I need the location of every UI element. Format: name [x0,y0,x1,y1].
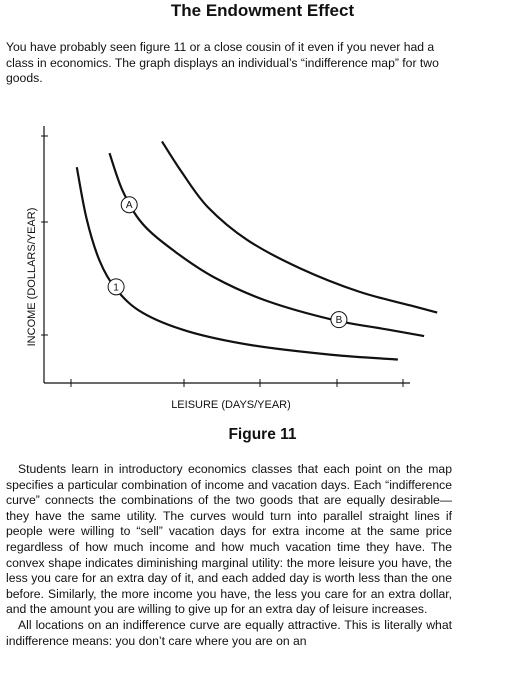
point-markers: A B 1 [107,196,348,329]
indifference-curve-3 [161,140,438,314]
intro-paragraph: You have probably seen figure 11 or a cl… [6,40,439,85]
point-marker-B: B [330,311,348,329]
point-marker-1: 1 [107,278,125,296]
indifference-map-figure: A B 1 LEISURE (DAYS/YEAR) INCOME (DOLLARS/… [0,110,470,415]
y-axis-label: INCOME (DOLLARS/YEAR) [26,208,38,347]
page-title: The Endowment Effect [170,1,355,20]
chart-axes [41,126,410,387]
x-axis-label: LEISURE (DAYS/YEAR) [171,399,291,411]
body-paragraph-2: All locations on an indifference curve a… [6,617,452,648]
marker-label: 1 [113,282,119,293]
indifference-chart: A B 1 LEISURE (DAYS/YEAR) INCOME (DOLLARS/… [26,126,438,411]
marker-circle [107,278,125,296]
point-marker-A: A [120,196,138,214]
marker-label: A [126,200,133,211]
figure-caption: Figure 11 [228,426,297,443]
body-text: Students learn in introductory economics… [6,462,452,649]
indifference-curve-1 [75,166,398,361]
indifference-curve-2 [108,152,425,338]
indifference-curves [75,140,438,361]
marker-circle [120,196,138,214]
body-paragraph-1: Students learn in introductory economics… [6,462,452,617]
marker-label: B [336,315,343,326]
marker-circle [330,311,348,329]
